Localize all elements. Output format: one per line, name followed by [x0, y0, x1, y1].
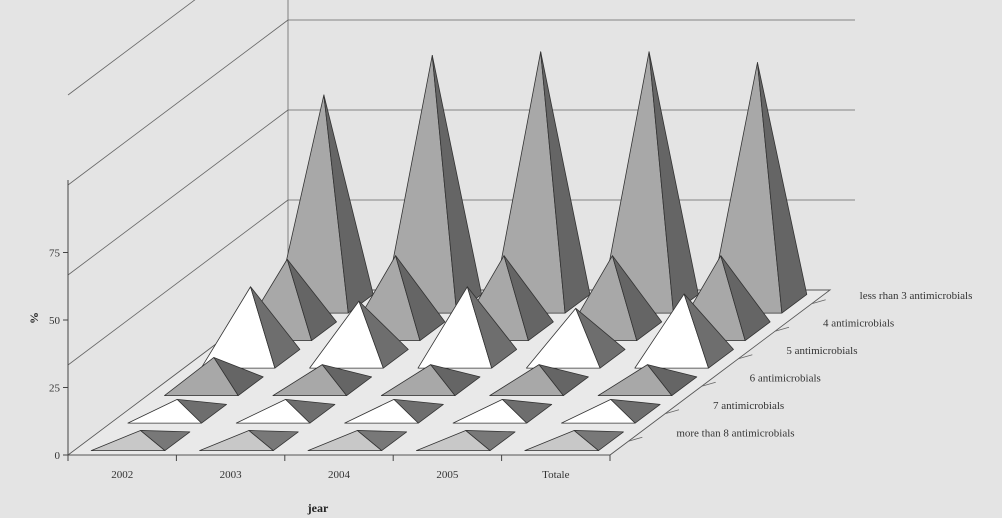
y-axis: 0 25 50 75	[49, 180, 69, 462]
series-label: less rhan 3 antimicrobials	[860, 290, 973, 302]
pyramid-bar	[707, 62, 808, 314]
pyramid-side-face	[720, 255, 771, 342]
pyramid-side-face	[140, 430, 191, 452]
series-tick	[738, 354, 753, 360]
side-gridline	[67, 0, 196, 96]
pyramid-side-face	[250, 286, 301, 369]
series-label: 5 antimicrobials	[786, 345, 857, 357]
pyramid-side-face	[465, 430, 516, 452]
pyramid-bar	[524, 430, 624, 452]
chart-marks	[90, 51, 808, 452]
pyramid-bar	[526, 307, 626, 369]
pyramid-side-face	[466, 286, 518, 369]
pyramid-bar	[634, 293, 734, 369]
x-tick-label: Totale	[542, 469, 569, 481]
pyramid-side-face	[356, 430, 408, 452]
pyramid-side-face	[538, 364, 589, 397]
pyramid-side-face	[683, 293, 734, 369]
series-tick	[701, 381, 716, 387]
pyramid-side-face	[176, 398, 227, 424]
pyramid-bar	[597, 364, 698, 397]
series-label: 6 antimicrobials	[750, 372, 821, 384]
pyramid-side-face	[503, 255, 554, 342]
series-tick	[811, 299, 826, 305]
pyramid-bar	[272, 364, 372, 397]
pyramid-bar	[490, 51, 591, 314]
pyramid-bar	[127, 398, 227, 424]
pyramid-bar	[344, 398, 444, 424]
pyramid-side-face	[285, 398, 336, 424]
pyramid-side-face	[573, 430, 624, 452]
pyramid-side-face	[395, 255, 446, 342]
pyramid-side-face	[286, 258, 337, 342]
series-labels: more than 8 antimicrobials 7 antimicrobia…	[628, 290, 972, 442]
side-gridline	[67, 109, 289, 276]
side-gridline	[67, 199, 289, 366]
pyramid-bar	[452, 398, 553, 424]
pyramid-side-face	[248, 430, 299, 452]
pyramid-bar	[380, 364, 481, 397]
pyramid-bar	[90, 430, 191, 452]
x-tick-label: 2005	[436, 469, 459, 481]
pyramid-bar	[307, 430, 408, 452]
x-axis: 2002 2003 2004 2005 Totale	[67, 455, 611, 481]
series-tick	[628, 436, 643, 442]
pyramid-bar	[561, 398, 661, 424]
x-tick-label: 2002	[111, 469, 133, 481]
pyramid-side-face	[501, 398, 553, 424]
pyramid-side-face	[358, 300, 409, 369]
pyramid-side-face	[647, 364, 698, 397]
pyramid-bar	[416, 430, 516, 452]
x-tick-label: 2003	[220, 469, 243, 481]
y-tick-label: 75	[49, 248, 61, 260]
pyramid-side-face	[540, 51, 591, 314]
x-tick-label: 2004	[328, 469, 351, 481]
pyramid-side-face	[575, 307, 626, 369]
pyramid-side-face	[321, 364, 372, 397]
pyramid-side-face	[612, 255, 663, 342]
pyramid-side-face	[393, 398, 444, 424]
series-label: more than 8 antimicrobials	[676, 427, 794, 439]
pyramid-bar	[235, 398, 336, 424]
pyramid-side-face	[213, 357, 264, 397]
y-tick-label: 50	[49, 315, 61, 327]
series-label: 7 antimicrobials	[713, 400, 784, 412]
pyramid-side-face	[430, 364, 481, 397]
y-tick-label: 0	[55, 450, 61, 462]
series-tick	[664, 409, 680, 415]
y-axis-title: %	[27, 312, 41, 324]
pyramid-bar	[309, 300, 409, 369]
pyramid-bar	[200, 286, 301, 369]
pyramid-bar	[199, 430, 299, 452]
pyramid-side-face	[610, 398, 661, 424]
series-tick	[774, 326, 790, 332]
pyramid-side-face	[757, 62, 808, 314]
pyramid-bar	[417, 286, 518, 369]
y-tick-label: 25	[49, 383, 61, 395]
pyramid-bar	[489, 364, 589, 397]
side-gridline	[67, 19, 289, 186]
x-axis-title: jear	[307, 501, 329, 515]
series-label: 4 antimicrobials	[823, 317, 894, 329]
pyramid-bar	[164, 357, 264, 397]
